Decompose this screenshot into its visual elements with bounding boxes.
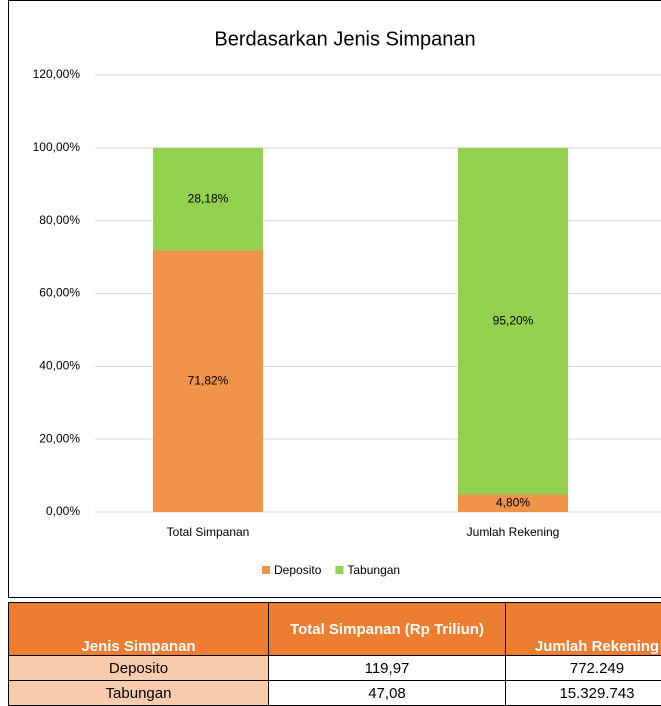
bar-segment bbox=[458, 494, 568, 512]
table-cell: 47,08 bbox=[268, 680, 506, 706]
header-cell: Jenis Simpanan bbox=[8, 602, 269, 656]
table-cell: 15.329.743 bbox=[505, 680, 661, 706]
y-tick-label: 20,00% bbox=[39, 431, 80, 445]
bar-segment bbox=[458, 147, 568, 495]
y-tick-label: 120,00% bbox=[33, 67, 81, 81]
data-label: 95,20% bbox=[493, 313, 534, 327]
bar-segment bbox=[153, 250, 263, 512]
table-cell: 772.249 bbox=[505, 655, 661, 681]
header-cell: Total Simpanan (Rp Triliun) bbox=[268, 602, 506, 656]
header-row: Jenis Simpanan Total Simpanan (Rp Triliu… bbox=[8, 602, 661, 656]
table-cell: Tabungan bbox=[8, 680, 269, 706]
bar-segment bbox=[153, 147, 263, 251]
table-row: Tabungan 47,08 15.329.743 bbox=[8, 680, 661, 706]
data-label: 71,82% bbox=[188, 373, 229, 387]
y-tick-label: 0,00% bbox=[46, 504, 80, 518]
y-tick-label: 60,00% bbox=[39, 286, 80, 300]
y-tick-label: 40,00% bbox=[39, 359, 80, 373]
table-row: Deposito 119,97 772.249 bbox=[8, 655, 661, 681]
chart-title: Berdasarkan Jenis Simpanan bbox=[214, 28, 475, 50]
data-label: 4,80% bbox=[496, 495, 530, 509]
data-label: 28,18% bbox=[188, 191, 229, 205]
x-tick-label: Jumlah Rekening bbox=[467, 525, 560, 539]
legend-label: Tabungan bbox=[347, 563, 400, 577]
table-cell: 119,97 bbox=[268, 655, 506, 681]
chart: Berdasarkan Jenis Simpanan 0,00% 20,00% 40… bbox=[8, 0, 661, 598]
x-tick-label: Total Simpanan bbox=[167, 525, 250, 539]
legend-swatch bbox=[262, 566, 270, 574]
legend-label: Deposito bbox=[274, 563, 322, 577]
table-cell: Deposito bbox=[8, 655, 269, 681]
header-cell: Jumlah Rekening bbox=[505, 602, 661, 656]
data-table: Jenis Simpanan Total Simpanan (Rp Triliu… bbox=[8, 602, 661, 706]
legend-swatch bbox=[335, 566, 344, 574]
y-tick-label: 80,00% bbox=[39, 213, 80, 227]
y-tick-label: 100,00% bbox=[33, 140, 81, 154]
